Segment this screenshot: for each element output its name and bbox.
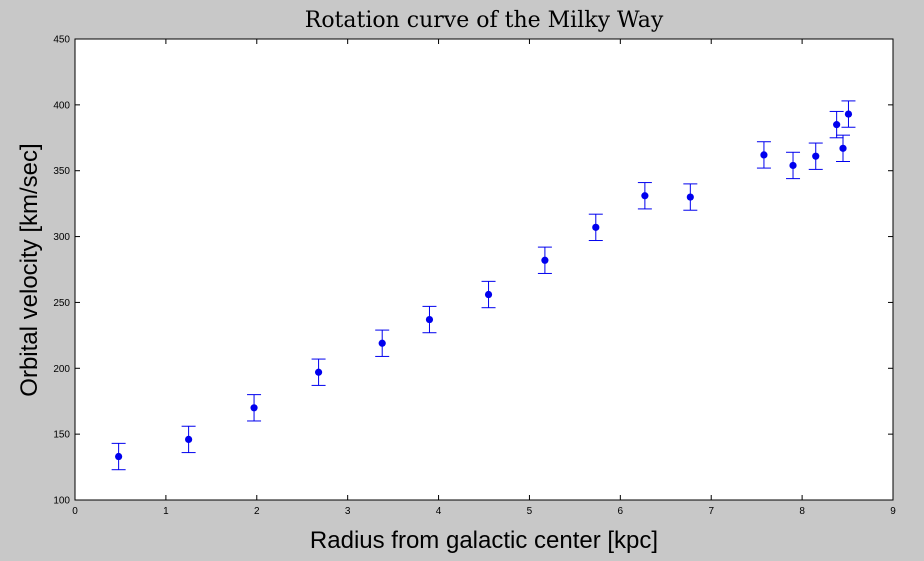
data-marker bbox=[592, 223, 600, 231]
data-marker bbox=[115, 452, 123, 461]
y-tick-label: 450 bbox=[53, 35, 70, 46]
data-marker bbox=[541, 256, 549, 264]
data-point bbox=[481, 280, 496, 309]
data-point bbox=[247, 394, 262, 422]
data-marker bbox=[314, 368, 323, 376]
y-tick-label: 400 bbox=[53, 100, 70, 111]
x-tick-label: 2 bbox=[254, 506, 260, 517]
data-point bbox=[422, 305, 437, 334]
data-point bbox=[637, 182, 652, 210]
x-tick-label: 5 bbox=[527, 506, 533, 517]
data-point bbox=[375, 329, 390, 357]
y-tick-label: 150 bbox=[53, 430, 70, 441]
x-tick-label: 9 bbox=[890, 506, 896, 517]
data-marker bbox=[185, 435, 193, 444]
data-marker bbox=[833, 121, 841, 129]
data-marker bbox=[378, 339, 386, 347]
data-point bbox=[683, 183, 698, 211]
data-marker bbox=[789, 161, 797, 170]
y-tick-label: 350 bbox=[53, 166, 70, 177]
data-marker bbox=[839, 144, 847, 152]
data-point bbox=[111, 442, 126, 471]
data-point bbox=[836, 134, 851, 162]
x-tick-label: 8 bbox=[799, 506, 805, 517]
axis-ticks: 0 1 2 3 4 5 6 7 8 9 100 150 200 250 300 350 400 450 bbox=[53, 35, 896, 518]
x-tick-label: 4 bbox=[436, 506, 442, 517]
x-tick-label: 1 bbox=[163, 506, 169, 517]
y-tick-label: 200 bbox=[53, 364, 70, 375]
data-points bbox=[111, 100, 856, 471]
data-marker bbox=[425, 315, 434, 324]
data-point bbox=[808, 142, 823, 170]
y-tick-label: 250 bbox=[53, 298, 70, 309]
chart-title: Rotation curve of the Milky Way bbox=[305, 8, 664, 33]
x-tick-label: 0 bbox=[72, 506, 78, 517]
x-tick-label: 6 bbox=[618, 506, 624, 517]
data-marker bbox=[686, 193, 694, 201]
data-marker bbox=[760, 151, 768, 159]
data-point bbox=[588, 213, 603, 242]
x-tick-label: 7 bbox=[708, 506, 714, 517]
data-marker bbox=[844, 110, 853, 118]
data-marker bbox=[250, 404, 258, 412]
data-point bbox=[829, 110, 844, 139]
data-point bbox=[756, 141, 771, 169]
data-marker bbox=[812, 152, 820, 160]
data-point bbox=[311, 358, 326, 386]
y-tick-label: 300 bbox=[53, 232, 70, 243]
data-marker bbox=[641, 192, 649, 200]
y-tick-label: 100 bbox=[53, 496, 70, 507]
data-marker bbox=[484, 290, 493, 299]
data-point bbox=[181, 425, 196, 454]
data-point bbox=[537, 246, 552, 274]
data-point bbox=[841, 100, 856, 128]
data-point bbox=[786, 151, 801, 180]
y-axis-label: Orbital velocity [km/sec] bbox=[16, 143, 43, 396]
x-axis-label: Radius from galactic center [kpc] bbox=[310, 527, 658, 554]
x-tick-label: 3 bbox=[345, 506, 351, 517]
plot-area bbox=[74, 38, 894, 501]
